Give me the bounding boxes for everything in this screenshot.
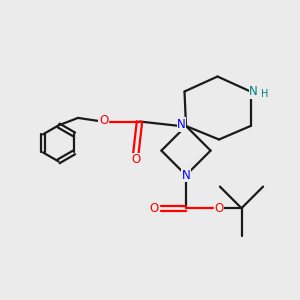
Text: N: N — [249, 85, 258, 98]
Text: O: O — [131, 153, 140, 166]
Text: N: N — [177, 118, 186, 131]
Text: H: H — [261, 89, 268, 99]
Text: O: O — [99, 114, 108, 128]
Text: O: O — [149, 202, 158, 215]
Text: N: N — [182, 169, 190, 182]
Text: O: O — [214, 202, 224, 215]
